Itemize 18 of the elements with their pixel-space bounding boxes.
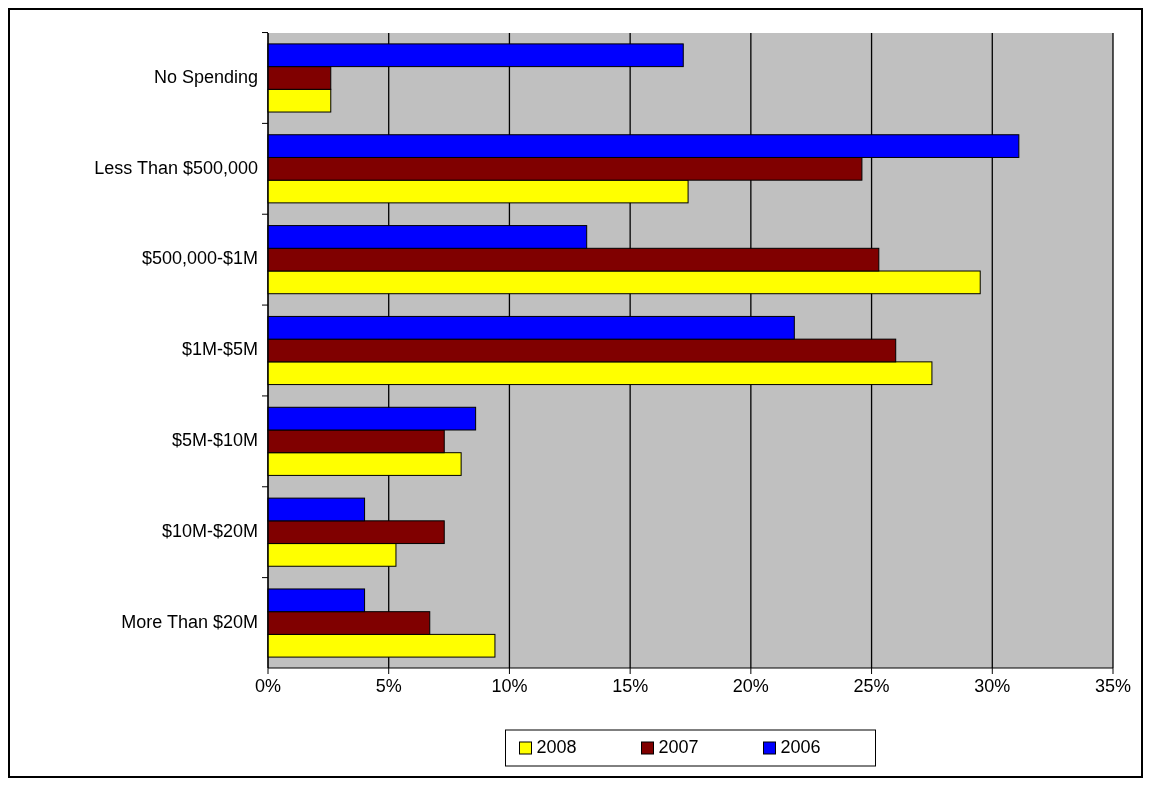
y-tick-label: Less Than $500,000 [94,157,258,178]
x-tick-label: 25% [853,676,890,696]
legend-label: 2007 [658,736,699,757]
y-tick-label: $1M-$5M [181,339,258,360]
x-tick-label: 10% [491,676,528,696]
x-tick-label: 20% [732,676,769,696]
x-tick-label: 15% [612,676,649,696]
legend-label: 2006 [780,736,821,757]
y-tick-label: $500,000-$1M [141,248,258,269]
x-tick-label: 5% [375,676,402,696]
y-tick-label: $5M-$10M [171,430,258,451]
legend-label: 2008 [536,736,577,757]
x-tick-label: 0% [254,676,282,696]
y-tick-label: No Spending [153,66,258,87]
y-tick-label: More Than $20M [121,611,258,632]
y-tick-label: $10M-$20M [161,520,258,541]
x-tick-label: 35% [1094,676,1132,696]
x-tick-label: 30% [974,676,1011,696]
